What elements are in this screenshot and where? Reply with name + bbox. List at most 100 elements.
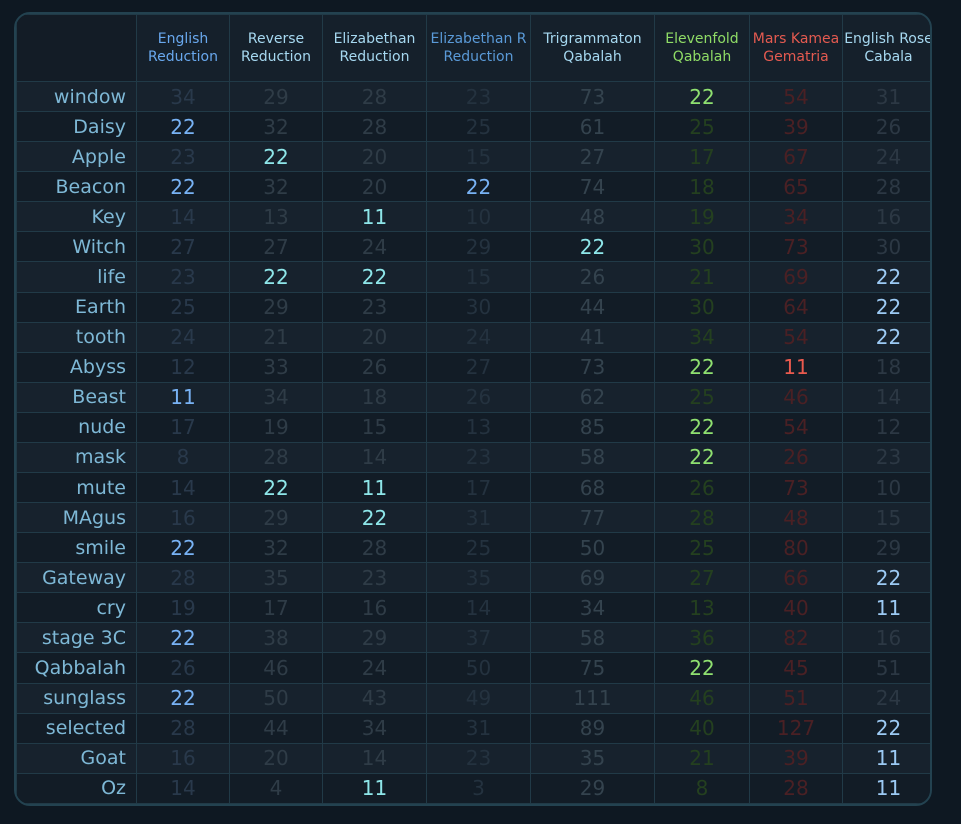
value-cell[interactable]: 32 xyxy=(229,532,323,564)
value-cell[interactable]: 13 xyxy=(426,411,531,443)
value-cell[interactable]: 19 xyxy=(654,201,750,233)
value-cell[interactable]: 22 xyxy=(654,80,750,113)
value-cell[interactable]: 32 xyxy=(229,171,323,203)
value-cell[interactable]: 46 xyxy=(749,381,843,413)
value-cell[interactable]: 22 xyxy=(842,261,930,293)
value-cell[interactable]: 35 xyxy=(426,562,531,594)
row-word[interactable]: MAgus xyxy=(16,502,137,534)
value-cell[interactable]: 15 xyxy=(322,411,427,443)
value-cell[interactable]: 27 xyxy=(530,141,655,173)
value-cell[interactable]: 30 xyxy=(842,231,930,263)
value-cell[interactable]: 22 xyxy=(530,231,655,263)
value-cell[interactable]: 111 xyxy=(530,682,655,714)
value-cell[interactable]: 3 xyxy=(426,772,531,804)
row-word[interactable]: selected xyxy=(16,712,137,744)
row-word[interactable]: mute xyxy=(16,472,137,504)
value-cell[interactable]: 30 xyxy=(426,291,531,323)
value-cell[interactable]: 30 xyxy=(654,231,750,263)
value-cell[interactable]: 22 xyxy=(136,682,230,714)
value-cell[interactable]: 28 xyxy=(842,171,930,203)
value-cell[interactable]: 21 xyxy=(654,261,750,293)
value-cell[interactable]: 14 xyxy=(322,441,427,474)
value-cell[interactable]: 21 xyxy=(229,321,323,353)
column-header[interactable]: English Reduction xyxy=(136,14,230,82)
value-cell[interactable]: 16 xyxy=(842,201,930,233)
value-cell[interactable]: 25 xyxy=(654,381,750,413)
value-cell[interactable]: 24 xyxy=(322,652,427,684)
value-cell[interactable]: 34 xyxy=(530,592,655,624)
value-cell[interactable]: 50 xyxy=(229,682,323,714)
value-cell[interactable]: 13 xyxy=(654,592,750,624)
value-cell[interactable]: 23 xyxy=(426,80,531,113)
row-word[interactable]: cry xyxy=(16,592,137,624)
value-cell[interactable]: 29 xyxy=(426,231,531,263)
row-word[interactable]: nude xyxy=(16,411,137,443)
value-cell[interactable]: 31 xyxy=(426,712,531,744)
value-cell[interactable]: 24 xyxy=(842,141,930,173)
value-cell[interactable]: 28 xyxy=(322,532,427,564)
value-cell[interactable]: 23 xyxy=(322,291,427,323)
value-cell[interactable]: 73 xyxy=(530,80,655,113)
value-cell[interactable]: 67 xyxy=(749,141,843,173)
value-cell[interactable]: 26 xyxy=(530,261,655,293)
value-cell[interactable]: 17 xyxy=(229,592,323,624)
value-cell[interactable]: 50 xyxy=(426,652,531,684)
value-cell[interactable]: 28 xyxy=(229,441,323,474)
value-cell[interactable]: 31 xyxy=(426,502,531,534)
row-word[interactable]: life xyxy=(16,261,137,293)
row-word[interactable]: Oz xyxy=(16,772,137,804)
value-cell[interactable]: 19 xyxy=(136,592,230,624)
value-cell[interactable]: 10 xyxy=(842,472,930,504)
value-cell[interactable]: 66 xyxy=(749,562,843,594)
row-word[interactable]: Witch xyxy=(16,231,137,263)
value-cell[interactable]: 14 xyxy=(136,472,230,504)
value-cell[interactable]: 18 xyxy=(842,351,930,383)
value-cell[interactable]: 38 xyxy=(229,622,323,654)
value-cell[interactable]: 22 xyxy=(229,141,323,173)
value-cell[interactable]: 58 xyxy=(530,441,655,474)
row-word[interactable]: Abyss xyxy=(16,351,137,383)
value-cell[interactable]: 17 xyxy=(136,411,230,443)
value-cell[interactable]: 50 xyxy=(530,532,655,564)
column-header[interactable]: Mars Kamea Gematria xyxy=(749,14,843,82)
value-cell[interactable]: 15 xyxy=(842,502,930,534)
value-cell[interactable]: 18 xyxy=(322,381,427,413)
value-cell[interactable]: 29 xyxy=(229,502,323,534)
value-cell[interactable]: 23 xyxy=(842,441,930,474)
value-cell[interactable]: 10 xyxy=(426,201,531,233)
value-cell[interactable]: 28 xyxy=(136,712,230,744)
value-cell[interactable]: 11 xyxy=(322,772,427,804)
value-cell[interactable]: 85 xyxy=(530,411,655,443)
value-cell[interactable]: 20 xyxy=(322,171,427,203)
value-cell[interactable]: 22 xyxy=(229,261,323,293)
value-cell[interactable]: 44 xyxy=(229,712,323,744)
value-cell[interactable]: 11 xyxy=(842,742,930,774)
column-header[interactable]: Reverse Reduction xyxy=(229,14,323,82)
value-cell[interactable]: 65 xyxy=(749,171,843,203)
value-cell[interactable]: 24 xyxy=(426,321,531,353)
value-cell[interactable]: 62 xyxy=(530,381,655,413)
value-cell[interactable]: 75 xyxy=(530,652,655,684)
value-cell[interactable]: 22 xyxy=(654,441,750,474)
value-cell[interactable]: 22 xyxy=(654,652,750,684)
value-cell[interactable]: 22 xyxy=(136,171,230,203)
value-cell[interactable]: 54 xyxy=(749,80,843,113)
value-cell[interactable]: 22 xyxy=(322,261,427,293)
value-cell[interactable]: 29 xyxy=(530,772,655,804)
value-cell[interactable]: 16 xyxy=(842,622,930,654)
value-cell[interactable]: 17 xyxy=(426,472,531,504)
value-cell[interactable]: 22 xyxy=(136,111,230,143)
value-cell[interactable]: 16 xyxy=(136,502,230,534)
column-header[interactable]: Trigrammaton Qabalah xyxy=(530,14,655,82)
value-cell[interactable]: 28 xyxy=(322,111,427,143)
value-cell[interactable]: 22 xyxy=(654,411,750,443)
row-word[interactable]: Qabbalah xyxy=(16,652,137,684)
value-cell[interactable]: 23 xyxy=(136,141,230,173)
column-header[interactable]: Elizabethan R Reduction xyxy=(426,14,531,82)
value-cell[interactable]: 23 xyxy=(426,742,531,774)
value-cell[interactable]: 127 xyxy=(749,712,843,744)
value-cell[interactable]: 23 xyxy=(322,562,427,594)
value-cell[interactable]: 89 xyxy=(530,712,655,744)
value-cell[interactable]: 34 xyxy=(229,381,323,413)
value-cell[interactable]: 46 xyxy=(229,652,323,684)
